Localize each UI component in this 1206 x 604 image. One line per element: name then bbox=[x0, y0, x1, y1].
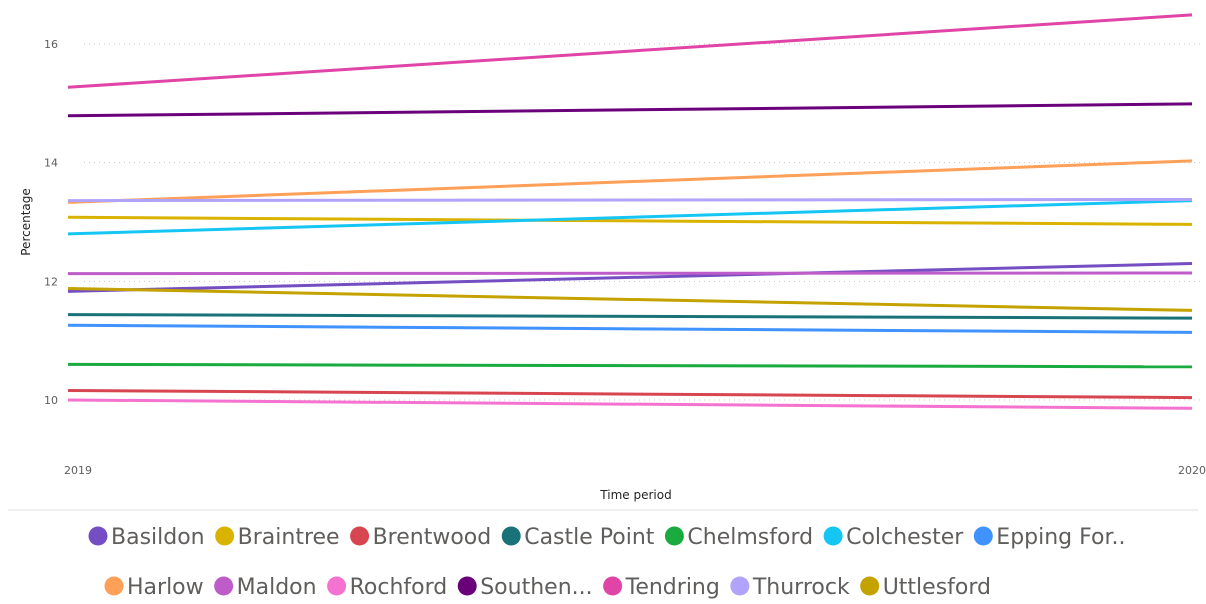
legend-label: Maldon bbox=[237, 575, 317, 600]
y-tick-label: 12 bbox=[44, 275, 58, 288]
legend-item[interactable]: Tendring bbox=[603, 575, 720, 600]
legend-label: Southen... bbox=[480, 575, 592, 600]
legend-label: Harlow bbox=[127, 575, 204, 600]
series-line-colchester[interactable] bbox=[67, 199, 1193, 236]
y-axis-title: Percentage bbox=[19, 188, 33, 256]
x-tick-label: 2020 bbox=[1178, 464, 1206, 477]
legend-item[interactable]: Thurrock bbox=[730, 575, 850, 600]
series-line-harlow[interactable] bbox=[67, 159, 1193, 204]
legend-item[interactable]: Maldon bbox=[214, 575, 317, 600]
legend-label: Thurrock bbox=[752, 575, 850, 600]
series-line-southen[interactable] bbox=[67, 102, 1193, 118]
legend-marker bbox=[327, 576, 347, 596]
legend-marker bbox=[104, 576, 124, 596]
series-line-braintree[interactable] bbox=[67, 215, 1193, 226]
x-axis-ticks: 2019 2020 bbox=[64, 464, 1206, 477]
legend-label: Colchester bbox=[846, 525, 964, 550]
series-line-brentwood[interactable] bbox=[67, 389, 1193, 400]
y-tick-label: 10 bbox=[44, 394, 58, 407]
legend-marker bbox=[603, 576, 623, 596]
legend-label: Chelmsford bbox=[687, 525, 813, 550]
series-line-maldon[interactable] bbox=[67, 271, 1193, 276]
legend-marker bbox=[860, 576, 880, 596]
legend-marker bbox=[214, 576, 234, 596]
legend-label: Tendring bbox=[625, 575, 720, 600]
legend-marker bbox=[823, 526, 843, 546]
series-line-castle-point[interactable] bbox=[67, 313, 1193, 320]
legend-label: Braintree bbox=[238, 525, 340, 550]
legend-label: Brentwood bbox=[373, 525, 492, 550]
legend-label: Epping For.. bbox=[996, 525, 1125, 550]
legend-item[interactable]: Uttlesford bbox=[860, 575, 991, 600]
series-line-chelmsford[interactable] bbox=[67, 362, 1193, 369]
legend-marker bbox=[730, 576, 750, 596]
series-line-rochford[interactable] bbox=[67, 398, 1193, 410]
legend-marker bbox=[664, 526, 684, 546]
legend-item[interactable]: Epping For.. bbox=[973, 525, 1126, 550]
legend-label: Basildon bbox=[111, 525, 205, 550]
legend-item[interactable]: Braintree bbox=[215, 525, 340, 550]
legend-marker bbox=[88, 526, 108, 546]
legend-item[interactable]: Southen... bbox=[457, 575, 593, 600]
legend-item[interactable]: Rochford bbox=[327, 575, 447, 600]
y-axis-ticks: 10 12 14 16 bbox=[44, 38, 58, 407]
legend-label: Rochford bbox=[350, 575, 448, 600]
legend-item[interactable]: Harlow bbox=[104, 575, 204, 600]
legend-marker bbox=[350, 526, 370, 546]
legend-item[interactable]: Brentwood bbox=[350, 525, 491, 550]
series-line-thurrock[interactable] bbox=[67, 198, 1193, 203]
legend: Basildon Braintree Brentwood Castle Point Ch… bbox=[88, 525, 1126, 600]
series-line-tendring[interactable] bbox=[67, 13, 1193, 89]
y-tick-label: 14 bbox=[44, 157, 58, 170]
legend-item[interactable]: Castle Point bbox=[501, 525, 655, 550]
series-line-epping-for[interactable] bbox=[67, 323, 1193, 334]
x-tick-label: 2019 bbox=[64, 464, 92, 477]
x-axis-title: Time period bbox=[599, 488, 671, 502]
legend-item[interactable]: Colchester bbox=[823, 525, 965, 550]
legend-label: Castle Point bbox=[524, 525, 655, 550]
legend-marker bbox=[457, 576, 477, 596]
legend-marker bbox=[215, 526, 235, 546]
legend-label: Uttlesford bbox=[883, 575, 991, 600]
legend-marker bbox=[501, 526, 521, 546]
legend-item[interactable]: Basildon bbox=[88, 525, 205, 550]
y-tick-label: 16 bbox=[44, 38, 58, 51]
series-line-basildon[interactable] bbox=[67, 262, 1193, 293]
legend-marker bbox=[973, 526, 993, 546]
series-line-uttlesford[interactable] bbox=[67, 287, 1193, 312]
legend-item[interactable]: Chelmsford bbox=[664, 525, 813, 550]
series-lines bbox=[67, 13, 1193, 410]
